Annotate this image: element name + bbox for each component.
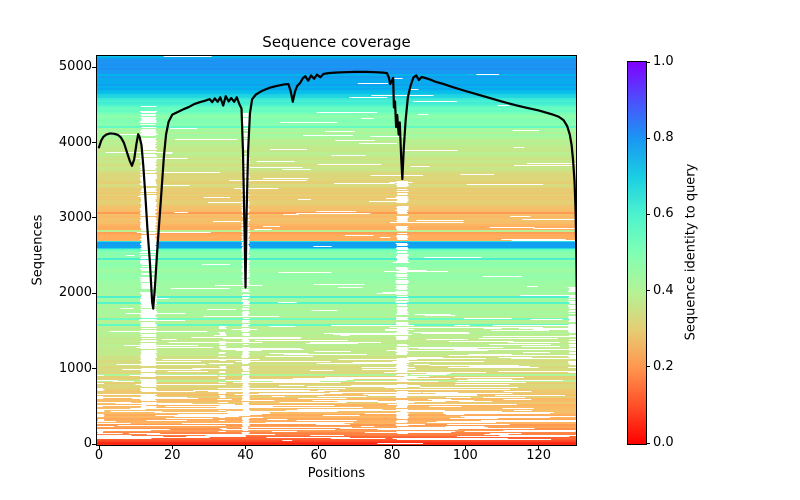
y-tick-label: 4000: [58, 134, 92, 150]
colorbar-tick-label: 0.6: [653, 206, 674, 222]
x-tick-label: 80: [383, 448, 401, 463]
x-tick-label: 20: [163, 448, 181, 463]
x-tick-label: 120: [526, 448, 552, 463]
colorbar-tick-label: 0.4: [653, 282, 674, 298]
y-tick-label: 1000: [58, 360, 92, 376]
x-tick-label: 100: [452, 448, 478, 463]
x-tick-mark: [391, 445, 393, 449]
colorbar-tick-label: 0.8: [653, 130, 674, 146]
x-tick-mark: [245, 445, 247, 449]
y-tick-mark: [92, 217, 96, 219]
x-tick-label: 40: [237, 448, 254, 463]
plot-area: [96, 55, 577, 446]
colorbar-gradient: [627, 61, 647, 445]
colorbar-tick-mark: [646, 61, 650, 63]
colorbar-tick-label: 1.0: [653, 54, 674, 69]
y-tick-mark: [92, 292, 96, 294]
colorbar-label: Sequence identity to query: [683, 163, 699, 341]
y-tick-mark: [92, 142, 96, 144]
x-tick-label: 0: [94, 448, 104, 463]
x-tick-mark: [171, 445, 173, 449]
x-axis-label: Positions: [307, 466, 366, 481]
y-tick-mark: [92, 66, 96, 68]
x-tick-mark: [538, 445, 540, 449]
colorbar-tick-label: 0.2: [653, 358, 674, 374]
y-axis-label: Sequences: [30, 214, 46, 286]
colorbar-tick-mark: [646, 366, 650, 368]
colorbar-tick-mark: [646, 290, 650, 292]
chart-title: Sequence coverage: [262, 33, 411, 51]
x-tick-label: 60: [310, 448, 328, 463]
y-tick-label: 2000: [58, 285, 92, 301]
y-tick-mark: [92, 443, 96, 445]
x-tick-mark: [464, 445, 466, 449]
colorbar-tick-mark: [646, 442, 650, 444]
x-tick-mark: [98, 445, 100, 449]
colorbar-tick-label: 0.0: [653, 435, 674, 450]
y-tick-label: 5000: [58, 59, 92, 75]
y-tick-mark: [92, 368, 96, 370]
colorbar-tick-mark: [646, 213, 650, 215]
x-tick-mark: [318, 445, 320, 449]
msa-coverage-heatmap: [97, 56, 576, 445]
colorbar-tick-mark: [646, 137, 650, 139]
y-tick-label: 0: [83, 436, 92, 451]
y-tick-label: 3000: [58, 209, 92, 225]
